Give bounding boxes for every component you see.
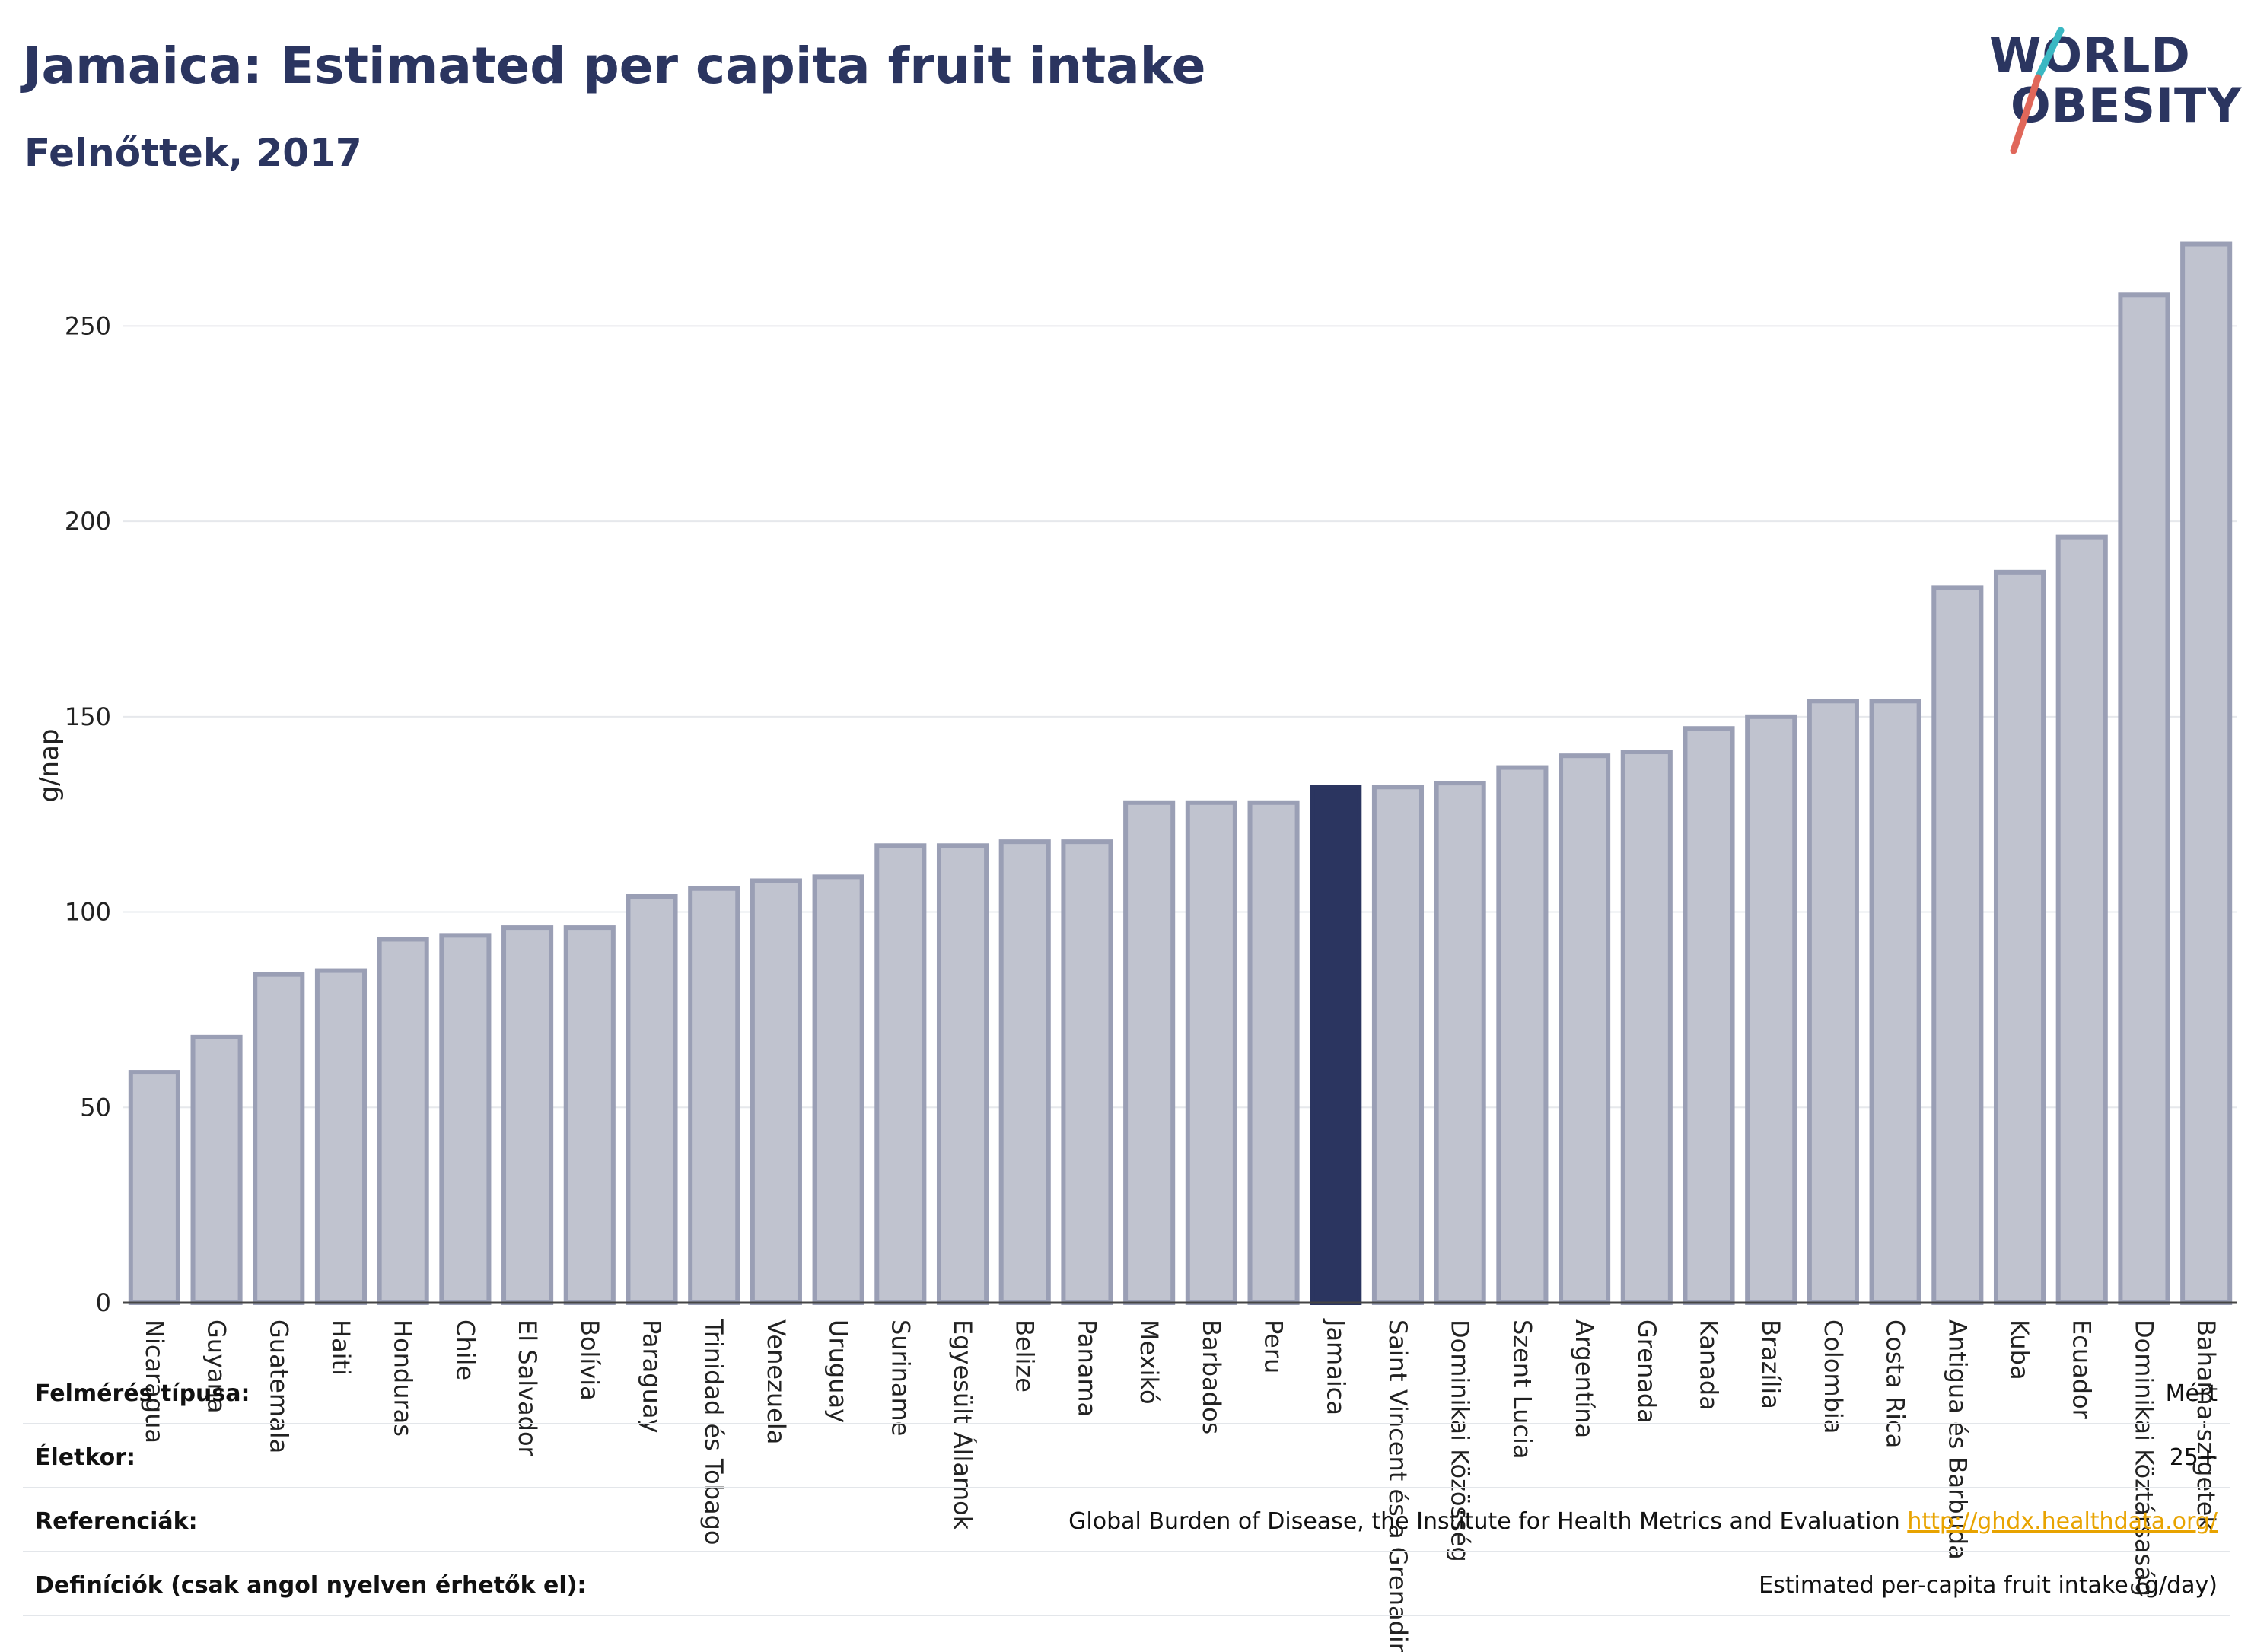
x-tick-label: Kuba bbox=[2005, 1319, 2034, 1380]
footer-value-text: Mért bbox=[2165, 1380, 2218, 1407]
x-tick-label: Nicaragua bbox=[140, 1319, 169, 1444]
x-tick-label: Colombia bbox=[1819, 1319, 1848, 1434]
y-tick-label: 0 bbox=[96, 1288, 111, 1317]
x-tick-label: Kanada bbox=[1695, 1319, 1724, 1411]
footer-label: Referenciák: bbox=[35, 1508, 198, 1535]
footer-value: Mért bbox=[2166, 1380, 2218, 1407]
bar bbox=[1247, 800, 1300, 1305]
footer-table: Felmérés típusa: Mért Életkor: 25+ Refer… bbox=[23, 1361, 2230, 1616]
bar bbox=[314, 968, 368, 1305]
x-tick-label: Argentína bbox=[1570, 1319, 1599, 1438]
x-tick-label: Peru bbox=[1259, 1319, 1288, 1373]
x-tick-label: Bolívia bbox=[575, 1319, 604, 1401]
x-tick-label: Brazília bbox=[1756, 1319, 1785, 1409]
footer-value: 25+ bbox=[2170, 1444, 2218, 1471]
footer-row-definitions: Definíciók (csak angol nyelven érhetők e… bbox=[23, 1552, 2230, 1616]
bar bbox=[998, 839, 1051, 1305]
bar bbox=[1371, 785, 1425, 1305]
x-tick-label: Bahama-szigetek bbox=[2192, 1319, 2221, 1530]
x-tick-label: Haiti bbox=[326, 1319, 355, 1376]
x-tick-label: El Salvador bbox=[513, 1319, 542, 1457]
bar bbox=[253, 972, 305, 1306]
bar bbox=[2055, 534, 2108, 1305]
footer-row-age: Életkor: 25+ bbox=[23, 1424, 2230, 1488]
bar bbox=[1185, 800, 1237, 1305]
bar bbox=[1869, 699, 1921, 1305]
footer-row-survey-type: Felmérés típusa: Mért bbox=[23, 1361, 2230, 1424]
x-tick-label: Dominikai Köztársaság bbox=[2129, 1319, 2158, 1596]
bar bbox=[1620, 750, 1673, 1305]
logo-line-2: OBESITY bbox=[2011, 78, 2243, 133]
bar bbox=[2180, 241, 2233, 1305]
y-tick-label: 100 bbox=[65, 898, 111, 927]
x-tick-label: Suriname bbox=[886, 1319, 915, 1436]
x-tick-label: Guatemala bbox=[264, 1319, 293, 1453]
bar bbox=[936, 843, 989, 1305]
bar bbox=[688, 886, 740, 1305]
logo-line-1: WORLD bbox=[1989, 27, 2191, 83]
y-tick-label: 150 bbox=[65, 702, 111, 731]
x-tick-label: Egyesült Államok bbox=[948, 1319, 977, 1530]
footer-value: Global Burden of Disease, the Institute … bbox=[1068, 1508, 2218, 1535]
x-tick-label: Mexikó bbox=[1135, 1319, 1164, 1405]
bar bbox=[1310, 785, 1362, 1305]
bar bbox=[1496, 765, 1549, 1305]
footer-value-text: 25+ bbox=[2169, 1444, 2218, 1471]
x-tick-label: Trinidad és Tobago bbox=[699, 1319, 728, 1545]
bar bbox=[2118, 292, 2170, 1306]
reference-link[interactable]: http://ghdx.healthdata.org/ bbox=[1907, 1508, 2218, 1535]
x-tick-label: Uruguay bbox=[824, 1319, 853, 1423]
chart-subtitle: Felnőttek, 2017 bbox=[24, 131, 362, 175]
x-tick-label: Saint Vincent és a Grenadine bbox=[1383, 1319, 1412, 1652]
y-axis-title: g/nap bbox=[34, 728, 65, 802]
y-tick-label: 250 bbox=[65, 311, 111, 340]
bar bbox=[874, 843, 927, 1305]
footer-label: Definíciók (csak angol nyelven érhetők e… bbox=[35, 1572, 587, 1599]
bar bbox=[1559, 753, 1611, 1305]
x-tick-label: Barbados bbox=[1197, 1319, 1226, 1434]
world-obesity-logo: WORLD OBESITY bbox=[1986, 27, 2241, 164]
x-tick-label: Antigua és Barbuda bbox=[1943, 1319, 1972, 1560]
x-tick-label: Belize bbox=[1011, 1319, 1040, 1393]
x-tick-label: Dominikai Közösség bbox=[1446, 1319, 1475, 1562]
footer-value-text: Estimated per-capita fruit intake (g/day… bbox=[1759, 1572, 2218, 1599]
footer-label: Felmérés típusa: bbox=[35, 1380, 250, 1407]
x-tick-label: Costa Rica bbox=[1881, 1319, 1910, 1448]
footer-value-text: Global Burden of Disease, the Institute … bbox=[1068, 1508, 1908, 1535]
x-tick-label: Paraguay bbox=[638, 1319, 667, 1433]
bar bbox=[563, 925, 616, 1305]
x-tick-label: Jamaica bbox=[1321, 1318, 1350, 1415]
bar bbox=[626, 894, 678, 1306]
bar bbox=[501, 925, 554, 1305]
bar bbox=[1683, 726, 1735, 1305]
bar bbox=[1931, 585, 1984, 1305]
x-tick-label: Szent Lucia bbox=[1508, 1319, 1536, 1459]
x-tick-label: Ecuador bbox=[2068, 1319, 2097, 1420]
bar bbox=[1745, 714, 1797, 1305]
bar bbox=[1061, 839, 1113, 1305]
bar bbox=[128, 1070, 180, 1305]
bar bbox=[1993, 569, 2046, 1305]
y-tick-label: 200 bbox=[65, 507, 111, 536]
x-tick-label: Honduras bbox=[389, 1319, 418, 1437]
footer-row-references: Referenciák: Global Burden of Disease, t… bbox=[23, 1488, 2230, 1552]
logo-slash-icon bbox=[2010, 27, 2065, 154]
x-tick-label: Panama bbox=[1072, 1319, 1101, 1417]
x-tick-label: Guyana bbox=[202, 1319, 231, 1414]
chart-title: Jamaica: Estimated per capita fruit inta… bbox=[23, 37, 1206, 95]
x-tick-label: Grenada bbox=[1632, 1319, 1661, 1424]
bar bbox=[377, 937, 429, 1306]
bar bbox=[750, 878, 802, 1305]
x-tick-label: Chile bbox=[451, 1319, 479, 1380]
bar bbox=[812, 874, 864, 1306]
bar bbox=[1434, 781, 1486, 1305]
bar bbox=[1807, 699, 1859, 1305]
bar bbox=[1123, 800, 1176, 1305]
bar bbox=[190, 1034, 243, 1306]
footer-label: Életkor: bbox=[35, 1444, 136, 1471]
y-tick-label: 50 bbox=[80, 1093, 111, 1122]
bar bbox=[439, 933, 492, 1306]
footer-value: Estimated per-capita fruit intake (g/day… bbox=[1759, 1572, 2218, 1599]
